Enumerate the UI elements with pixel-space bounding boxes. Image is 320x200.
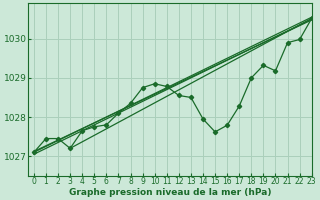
X-axis label: Graphe pression niveau de la mer (hPa): Graphe pression niveau de la mer (hPa) (68, 188, 271, 197)
